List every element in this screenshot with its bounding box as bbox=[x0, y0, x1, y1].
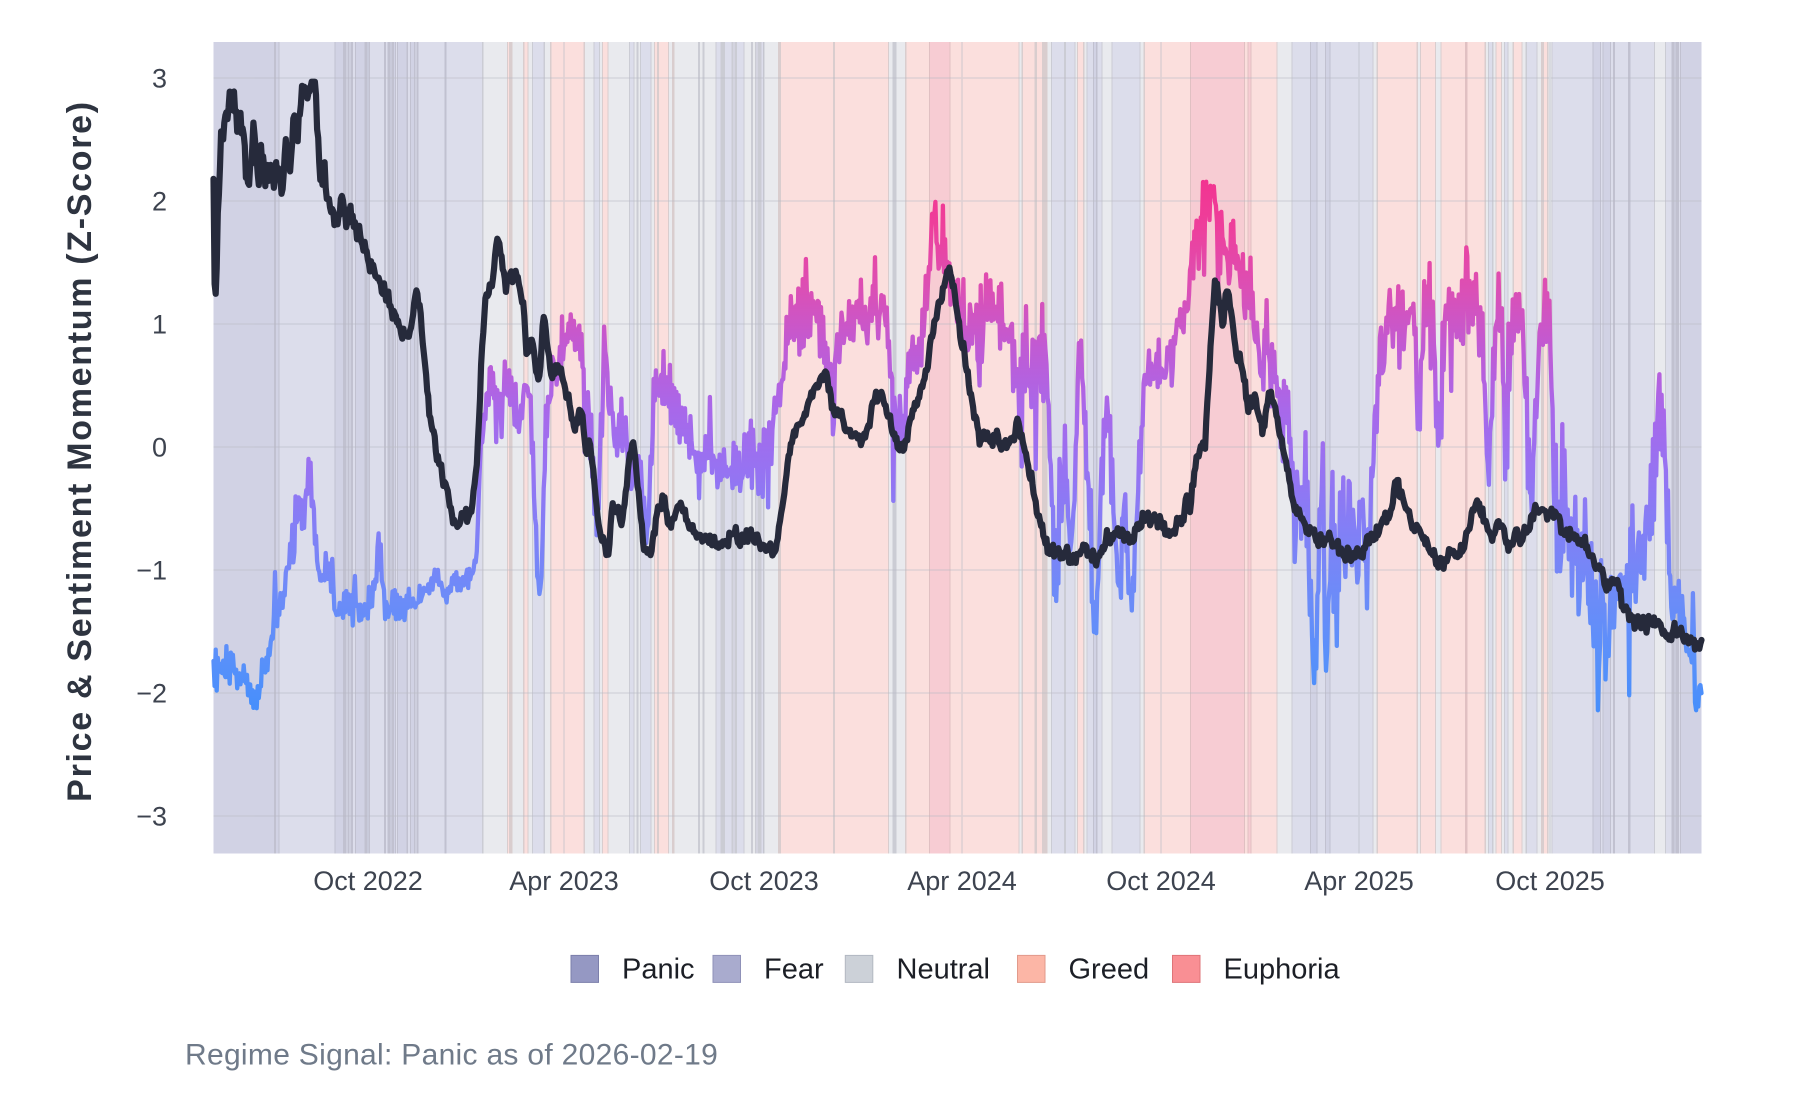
svg-text:Oct 2025: Oct 2025 bbox=[1495, 866, 1605, 896]
svg-text:Fear: Fear bbox=[764, 954, 824, 986]
svg-text:Oct 2024: Oct 2024 bbox=[1106, 866, 1216, 896]
svg-text:Apr 2024: Apr 2024 bbox=[907, 866, 1017, 896]
svg-text:−2: −2 bbox=[136, 679, 167, 709]
svg-text:Apr 2025: Apr 2025 bbox=[1304, 866, 1414, 896]
svg-text:0: 0 bbox=[152, 433, 167, 463]
svg-text:Apr 2023: Apr 2023 bbox=[509, 866, 619, 896]
svg-text:Regime Signal: Panic as of 202: Regime Signal: Panic as of 2026-02-19 bbox=[185, 1039, 718, 1072]
svg-text:Oct 2022: Oct 2022 bbox=[313, 866, 423, 896]
svg-text:−1: −1 bbox=[136, 556, 167, 586]
svg-text:3: 3 bbox=[152, 64, 167, 94]
svg-text:Panic: Panic bbox=[622, 954, 695, 986]
svg-text:2: 2 bbox=[152, 187, 167, 217]
svg-text:Euphoria: Euphoria bbox=[1224, 954, 1341, 986]
svg-text:−3: −3 bbox=[136, 802, 167, 832]
svg-text:1: 1 bbox=[152, 310, 167, 340]
svg-text:Price & Sentiment Momentum (Z-: Price & Sentiment Momentum (Z-Score) bbox=[61, 100, 99, 802]
svg-text:Greed: Greed bbox=[1069, 954, 1150, 986]
svg-text:Neutral: Neutral bbox=[897, 954, 991, 986]
svg-text:Oct 2023: Oct 2023 bbox=[709, 866, 819, 896]
